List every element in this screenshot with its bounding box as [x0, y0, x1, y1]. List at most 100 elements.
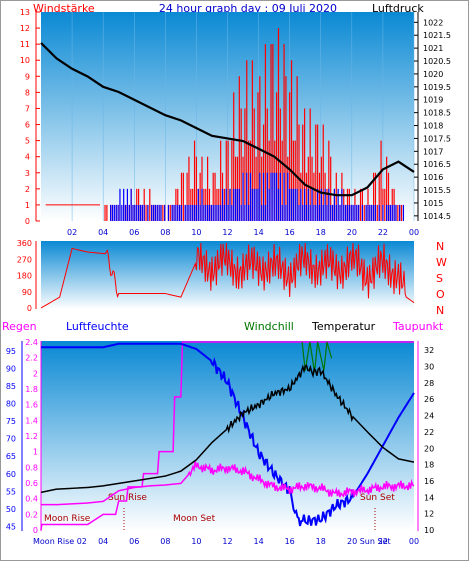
- pressure-tick-label: 1016: [423, 173, 443, 182]
- direction-compass-label: O: [436, 288, 445, 301]
- rain-tick-label: 0.8: [25, 463, 38, 472]
- rain-tick-label: 2.4: [25, 338, 38, 347]
- wind-grid: [71, 12, 415, 221]
- rain-tick-label: 1.8: [25, 385, 38, 394]
- pressure-tick-label: 1017: [423, 147, 443, 156]
- humidity-tick-label: 85: [6, 382, 16, 391]
- direction-series: [40, 242, 415, 309]
- wind-tick-label: 8: [25, 88, 30, 97]
- moon-set-label: Moon Set: [173, 514, 216, 524]
- rain-tick-label: 0: [33, 526, 38, 535]
- temp-x-tick-label: 16: [285, 537, 295, 546]
- temp-tick-label: 28: [424, 379, 434, 388]
- astro-markers: Sun Rise Sun Set Moon Rise Moon Set: [44, 493, 395, 531]
- moon-rise-label: Moon Rise: [44, 514, 91, 524]
- wind-x-tick-label: 00: [409, 228, 419, 237]
- direction-tick-label: 270: [17, 255, 32, 264]
- wind-tick-label: 7: [25, 104, 30, 113]
- temp-tick-label: 22: [424, 428, 434, 437]
- wind-x-tick-label: 06: [129, 228, 139, 237]
- humidity-tick-label: 90: [6, 364, 16, 373]
- temp-x-tick-label: 10: [191, 537, 201, 546]
- wind-x-tick-label: 10: [191, 228, 201, 237]
- rain-tick-label: 1.4: [25, 416, 38, 425]
- pressure-tick-label: 1020: [423, 70, 443, 79]
- temp-x-tick-label: 14: [253, 537, 263, 546]
- temp-tick-label: 26: [424, 395, 434, 404]
- temp-tick-label: 32: [424, 346, 434, 355]
- pressure-tick-label: 1018.5: [423, 109, 451, 118]
- direction-tick-label: 180: [17, 272, 32, 281]
- pressure-tick-label: 1014.5: [423, 212, 451, 221]
- temp-x-tick-label: 06: [129, 537, 139, 546]
- wind-tick-label: 12: [20, 24, 30, 33]
- wind-tick-label: 6: [25, 121, 30, 130]
- pressure-tick-label: 1019.5: [423, 83, 451, 92]
- wind-x-tick-label: 20: [347, 228, 357, 237]
- temp-tick-label: 18: [424, 461, 434, 470]
- wind-x-tick-label: 08: [160, 228, 170, 237]
- wind-x-tick-label: 22: [378, 228, 388, 237]
- rain-tick-label: 0.4: [25, 495, 38, 504]
- temp-x-tick-label: 04: [98, 537, 108, 546]
- wind-tick-label: 13: [20, 8, 30, 17]
- humidity-tick-label: 65: [6, 452, 16, 461]
- wind-x-tick-labels: 02 04 06 08 10 12 14 16 18 20 22 00: [67, 228, 419, 237]
- humidity-tick-label: 55: [6, 487, 16, 496]
- wind-x-tick-label: 04: [98, 228, 108, 237]
- pressure-tick-label: 1017.5: [423, 134, 451, 143]
- temp-axis-ticks: 45 50 55 60 65 70 75 80 85 90 95 0 0.2 0.4 0.6 0.8 1 1.2 1…: [6, 338, 434, 535]
- pressure-tick-label: 1015: [423, 199, 443, 208]
- pressure-tick-label: 1021.5: [423, 31, 451, 40]
- wind-x-tick-label: 18: [316, 228, 326, 237]
- direction-compass-label: S: [436, 272, 443, 285]
- humidity-tick-label: 70: [6, 435, 16, 444]
- direction-compass-label: N: [436, 304, 444, 317]
- rain-tick-label: 0.6: [25, 479, 38, 488]
- header-left-label: Windstärke: [33, 2, 95, 15]
- direction-tick-label: 0: [27, 304, 32, 313]
- rain-tick-label: 2: [33, 369, 38, 378]
- sun-set-label: Sun Set: [360, 493, 395, 503]
- pressure-tick-label: 1020.5: [423, 57, 451, 66]
- wind-tick-label: 1: [25, 201, 30, 210]
- direction-tick-label: 360: [17, 239, 32, 248]
- temp-x-tick-label: 08: [160, 537, 170, 546]
- temp-tick-label: 16: [424, 477, 434, 486]
- direction-compass-label: N: [436, 240, 444, 253]
- wind-x-tick-label: 16: [285, 228, 295, 237]
- wind-tick-label: 2: [25, 185, 30, 194]
- wind-x-tick-label: 02: [67, 228, 77, 237]
- temp-tick-label: 10: [424, 526, 434, 535]
- temp-tick-label: 24: [424, 412, 434, 421]
- dewpoint-line: [41, 461, 415, 506]
- legend-luftfeuchte: Luftfeuchte: [66, 320, 129, 333]
- humidity-tick-label: 80: [6, 399, 16, 408]
- rain-tick-label: 0.2: [25, 510, 38, 519]
- humidity-tick-label: 75: [6, 417, 16, 426]
- humidity-tick-label: 60: [6, 470, 16, 479]
- temp-tick-label: 20: [424, 444, 434, 453]
- direction-tick-label: 90: [22, 288, 32, 297]
- legend-windchill: Windchill: [244, 320, 294, 333]
- moon-rise-axis-label: Moon Rise 02: [33, 537, 87, 546]
- sun-set-axis-label: 20 Sun Set: [347, 537, 391, 546]
- sun-rise-label: Sun Rise: [108, 493, 147, 503]
- rain-tick-label: 1: [33, 448, 38, 457]
- panel-temp-humidity: [41, 341, 414, 531]
- wind-tick-label: 9: [25, 72, 30, 81]
- temp-x-tick-label: 00: [409, 537, 419, 546]
- temp-x-tick-label: 22: [378, 537, 388, 546]
- legend-temperatur: Temperatur: [311, 320, 376, 333]
- wind-pressure-series: [40, 28, 415, 221]
- rain-tick-label: 1.2: [25, 432, 38, 441]
- pressure-tick-label: 1021: [423, 44, 443, 53]
- temp-humidity-series: [40, 341, 415, 531]
- temp-tick-label: 30: [424, 363, 434, 372]
- humidity-tick-label: 50: [6, 505, 16, 514]
- direction-line: [40, 242, 415, 309]
- header-title: 24 hour graph day : 09 Juli 2020: [159, 2, 337, 15]
